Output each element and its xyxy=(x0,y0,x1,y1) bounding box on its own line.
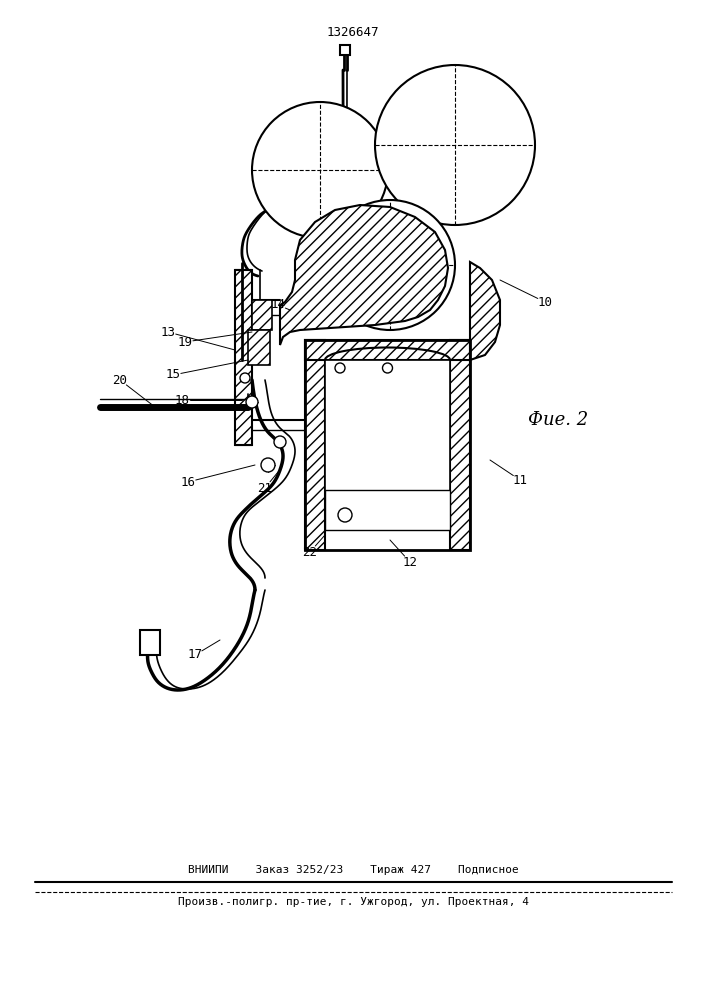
Text: Произв.-полигр. пр-тие, г. Ужгород, ул. Проектная, 4: Произв.-полигр. пр-тие, г. Ужгород, ул. … xyxy=(177,897,529,907)
Bar xyxy=(305,340,470,550)
Bar xyxy=(140,630,160,655)
Text: 22: 22 xyxy=(303,546,317,558)
Bar xyxy=(305,340,470,360)
Circle shape xyxy=(261,458,275,472)
Bar xyxy=(248,330,270,365)
Text: ВНИИПИ    Заказ 3252/23    Тираж 427    Подписное: ВНИИПИ Заказ 3252/23 Тираж 427 Подписное xyxy=(187,865,518,875)
Text: 14: 14 xyxy=(271,298,286,312)
Circle shape xyxy=(375,65,535,225)
Text: 20: 20 xyxy=(112,373,127,386)
Text: 17: 17 xyxy=(187,648,202,662)
Text: 13: 13 xyxy=(160,326,175,338)
Circle shape xyxy=(240,373,250,383)
Circle shape xyxy=(338,508,352,522)
Text: 16: 16 xyxy=(180,476,196,488)
Bar xyxy=(450,340,470,550)
Circle shape xyxy=(252,102,388,238)
Text: 11: 11 xyxy=(513,474,527,487)
Bar xyxy=(340,45,350,55)
Bar xyxy=(325,490,450,530)
Circle shape xyxy=(335,363,345,373)
Text: 18: 18 xyxy=(175,393,189,406)
Bar xyxy=(252,300,272,330)
Text: 12: 12 xyxy=(402,556,418,568)
Text: Фие. 2: Фие. 2 xyxy=(528,411,588,429)
Circle shape xyxy=(325,200,455,330)
Circle shape xyxy=(274,436,286,448)
Text: 19: 19 xyxy=(177,336,192,349)
Polygon shape xyxy=(280,205,448,345)
Text: 21: 21 xyxy=(257,482,272,494)
Circle shape xyxy=(246,396,258,408)
Circle shape xyxy=(382,363,392,373)
Polygon shape xyxy=(470,262,500,360)
Bar xyxy=(325,360,450,530)
Bar xyxy=(235,270,252,445)
Bar xyxy=(305,340,325,550)
Text: 10: 10 xyxy=(537,296,552,308)
Text: 15: 15 xyxy=(165,368,180,381)
Text: 1326647: 1326647 xyxy=(327,25,379,38)
